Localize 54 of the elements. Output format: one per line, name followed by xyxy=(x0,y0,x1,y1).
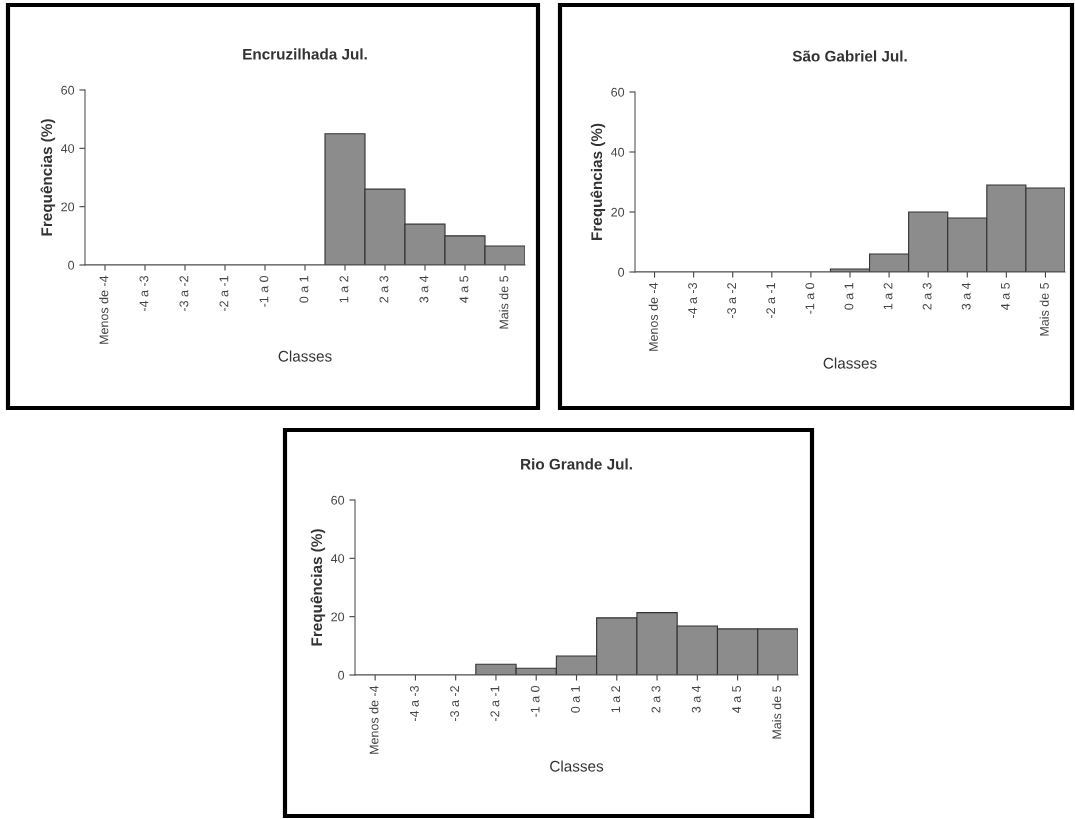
x-tick-label: 4 a 5 xyxy=(1001,282,1010,310)
y-axis-title: Frequências (%) xyxy=(590,123,606,240)
x-tick-label: 2 a 3 xyxy=(651,685,661,713)
x-tick-label: 0 a 1 xyxy=(571,686,580,713)
x-tick-label: Menos de -4 xyxy=(369,685,379,754)
x-tick-label: Menos de -4 xyxy=(99,275,109,344)
x-tick-label: 4 a 5 xyxy=(732,685,741,713)
x-tick-label: 0 a 1 xyxy=(299,276,309,303)
y-tick-label: 60 xyxy=(331,495,345,505)
x-tick-label: -3 a -2 xyxy=(179,276,189,311)
x-tick-label: Mais de 5 xyxy=(772,685,782,739)
x-tick-label: -2 a -1 xyxy=(490,686,500,721)
x-axis-title: Classes xyxy=(550,760,604,772)
y-tick-label: 20 xyxy=(61,202,75,212)
y-tick-label: 40 xyxy=(60,144,75,153)
x-tick-label: Menos de -4 xyxy=(648,282,658,351)
x-tick-label: -4 a -3 xyxy=(688,282,697,318)
x-tick-label: -1 a 0 xyxy=(259,275,269,307)
x-tick-label: 2 a 3 xyxy=(922,282,932,310)
x-tick-label: -4 a -3 xyxy=(409,685,419,721)
x-tick-label: Mais de 5 xyxy=(1039,282,1049,336)
y-tick-label: 20 xyxy=(611,207,625,217)
x-tick-label: -3 a -2 xyxy=(727,283,737,318)
x-tick-label: 3 a 4 xyxy=(961,282,971,310)
x-axis-title: Classes xyxy=(278,350,332,362)
x-tick-label: 1 a 2 xyxy=(611,686,621,713)
y-axis-title: Frequências (%) xyxy=(310,529,326,646)
x-tick-label: 1 a 2 xyxy=(339,276,349,303)
x-tick-label: Mais de 5 xyxy=(499,275,509,329)
chart-title: São Gabriel Jul. xyxy=(792,50,907,62)
x-tick-label: -2 a -1 xyxy=(219,276,229,311)
x-tick-label: 2 a 3 xyxy=(379,275,389,303)
x-tick-label: -4 a -3 xyxy=(139,275,149,311)
y-tick-label: 60 xyxy=(61,85,75,95)
x-axis-title: Classes xyxy=(823,357,877,369)
x-tick-label: -1 a 0 xyxy=(805,282,815,314)
x-tick-label: 3 a 4 xyxy=(691,685,701,713)
x-tick-label: -2 a -1 xyxy=(766,283,776,318)
y-axis-title: Frequências (%) xyxy=(40,119,56,236)
x-tick-label: -1 a 0 xyxy=(530,685,540,717)
x-tick-label: 0 a 1 xyxy=(844,283,854,310)
x-tick-label: -3 a -2 xyxy=(450,686,460,721)
y-tick-label: 40 xyxy=(610,147,625,157)
y-tick-label: 40 xyxy=(330,554,345,563)
x-tick-label: 3 a 4 xyxy=(419,275,429,303)
x-tick-label: 4 a 5 xyxy=(459,275,469,303)
y-tick-label: 0 xyxy=(338,670,345,680)
y-tick-label: 0 xyxy=(618,267,625,277)
y-tick-label: 0 xyxy=(68,260,75,270)
chart-title: Rio Grande Jul. xyxy=(521,458,632,470)
y-tick-label: 60 xyxy=(611,87,625,97)
y-tick-label: 20 xyxy=(331,612,345,622)
x-tick-label: 1 a 2 xyxy=(883,283,893,310)
chart-title: Encruzilhada Jul. xyxy=(243,48,367,60)
